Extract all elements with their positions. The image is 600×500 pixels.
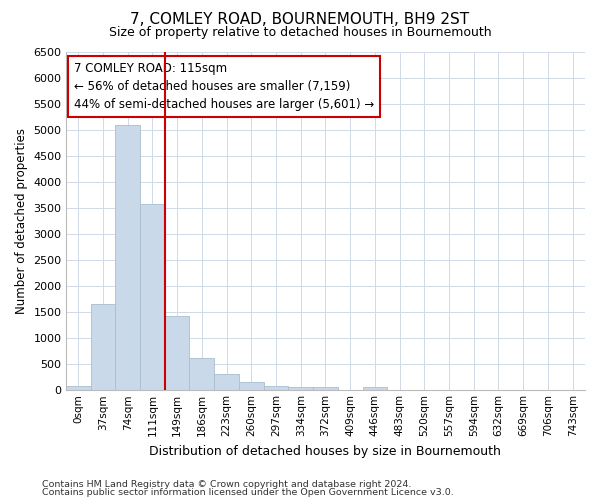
Bar — [239, 382, 263, 390]
Bar — [91, 304, 115, 390]
Text: Size of property relative to detached houses in Bournemouth: Size of property relative to detached ho… — [109, 26, 491, 39]
X-axis label: Distribution of detached houses by size in Bournemouth: Distribution of detached houses by size … — [149, 444, 502, 458]
Text: Contains HM Land Registry data © Crown copyright and database right 2024.: Contains HM Land Registry data © Crown c… — [42, 480, 412, 489]
Bar — [115, 126, 140, 390]
Bar — [165, 316, 190, 390]
Bar — [190, 358, 214, 390]
Bar — [263, 386, 289, 390]
Text: Contains public sector information licensed under the Open Government Licence v3: Contains public sector information licen… — [42, 488, 454, 497]
Bar — [362, 388, 387, 390]
Bar — [66, 386, 91, 390]
Y-axis label: Number of detached properties: Number of detached properties — [15, 128, 28, 314]
Bar — [140, 204, 165, 390]
Text: 7 COMLEY ROAD: 115sqm
← 56% of detached houses are smaller (7,159)
44% of semi-d: 7 COMLEY ROAD: 115sqm ← 56% of detached … — [74, 62, 374, 110]
Bar — [313, 388, 338, 390]
Bar — [214, 374, 239, 390]
Text: 7, COMLEY ROAD, BOURNEMOUTH, BH9 2ST: 7, COMLEY ROAD, BOURNEMOUTH, BH9 2ST — [130, 12, 470, 28]
Bar — [289, 388, 313, 390]
